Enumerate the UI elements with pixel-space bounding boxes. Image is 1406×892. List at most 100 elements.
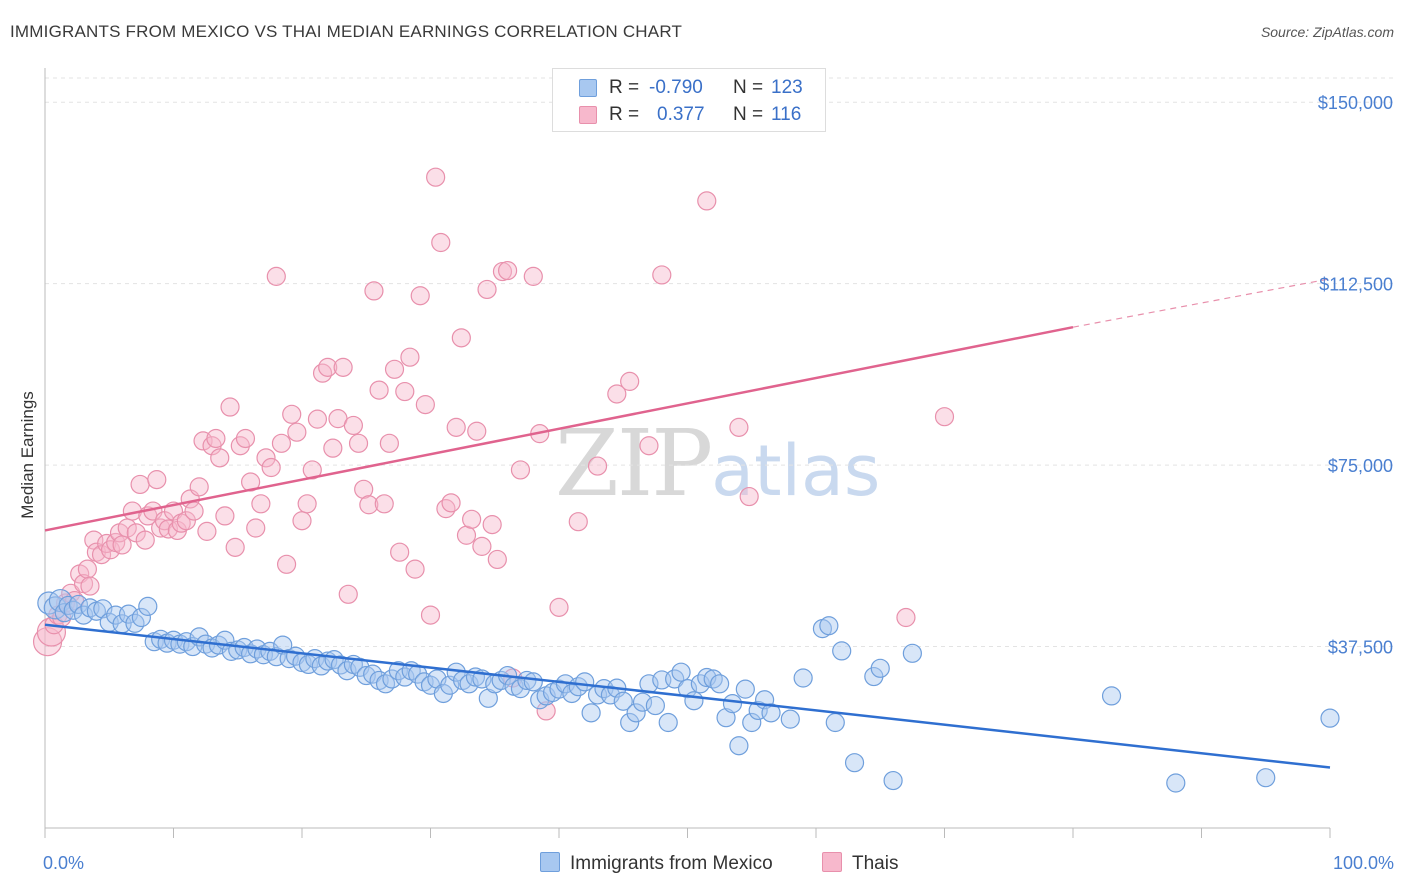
data-point <box>620 371 640 391</box>
data-point <box>536 701 556 721</box>
data-point <box>130 474 150 495</box>
data-point <box>318 357 338 377</box>
data-point <box>184 501 204 521</box>
data-point <box>735 679 755 699</box>
data-point <box>482 515 502 535</box>
chart-title: IMMIGRANTS FROM MEXICO VS THAI MEDIAN EA… <box>10 22 683 41</box>
legend-row-thais: R = 0.377 N = 116 <box>553 102 825 128</box>
source-label: Source: ZipAtlas.com <box>1260 24 1394 40</box>
legend-label-mexico: Immigrants from Mexico <box>570 853 773 874</box>
data-point <box>147 470 167 490</box>
correlation-legend: R = -0.790 N = 123 R = 0.377 N = 116 <box>552 68 826 132</box>
data-point <box>131 607 151 628</box>
data-point <box>206 428 226 449</box>
data-point <box>415 395 435 415</box>
data-point <box>410 286 430 306</box>
series-immigrants-from-mexico <box>37 588 1340 793</box>
data-point <box>379 433 399 453</box>
data-point <box>400 347 420 367</box>
data-point <box>716 708 736 728</box>
data-point <box>405 559 425 579</box>
data-point <box>1320 708 1340 728</box>
data-point <box>477 279 497 300</box>
data-point <box>138 596 158 616</box>
data-point <box>343 415 363 436</box>
data-point <box>354 479 374 499</box>
legend-row-mexico: R = -0.790 N = 123 <box>553 75 825 101</box>
data-point <box>225 537 245 557</box>
data-point <box>568 512 588 532</box>
data-point <box>297 494 317 514</box>
legend-n-value: 116 <box>771 104 802 125</box>
axes <box>44 68 1331 838</box>
y-tick-label: $150,000 <box>1318 93 1393 113</box>
data-point <box>902 643 922 663</box>
data-point <box>135 530 155 550</box>
data-point <box>934 407 955 427</box>
data-point <box>761 703 781 723</box>
data-point <box>658 712 678 733</box>
data-point <box>176 511 196 531</box>
data-point <box>390 542 410 562</box>
data-point <box>722 694 743 714</box>
data-point <box>436 499 456 519</box>
data-point <box>246 518 266 538</box>
data-point <box>91 545 112 565</box>
x-tick-label: 100.0% <box>1333 853 1394 873</box>
x-tick-label: 0.0% <box>43 853 84 873</box>
data-point <box>384 359 405 379</box>
data-point <box>870 658 890 678</box>
data-point <box>739 486 759 507</box>
data-point <box>77 559 98 579</box>
legend-r-label: R = <box>609 104 640 125</box>
data-point <box>825 712 845 733</box>
y-tick-label: $75,000 <box>1328 456 1393 476</box>
data-point <box>210 448 230 468</box>
data-point <box>364 281 384 301</box>
data-point <box>287 422 307 442</box>
data-point <box>671 662 691 682</box>
data-point <box>510 460 531 480</box>
data-point <box>426 167 446 187</box>
data-point <box>549 679 569 699</box>
data-point <box>684 691 704 711</box>
data-point <box>793 668 813 688</box>
data-point <box>456 525 477 545</box>
trend-line-mexico <box>44 623 1331 769</box>
data-point <box>896 607 916 628</box>
watermark: ZIPatlas <box>555 410 880 517</box>
data-point <box>338 584 358 604</box>
data-point <box>677 679 698 699</box>
data-point <box>215 506 235 526</box>
data-point <box>73 605 94 625</box>
data-point <box>68 594 89 615</box>
data-point <box>620 712 640 733</box>
data-point <box>324 650 344 670</box>
data-point <box>323 438 343 458</box>
data-point <box>498 260 518 281</box>
data-point <box>1166 773 1186 793</box>
data-point <box>446 417 466 437</box>
watermark-atlas: atlas <box>711 430 881 512</box>
data-point <box>302 460 322 480</box>
data-point <box>1256 768 1276 788</box>
data-point <box>282 404 302 424</box>
data-point <box>251 494 271 514</box>
data-point <box>441 493 461 513</box>
data-point <box>523 672 543 692</box>
trend-line-thais <box>44 325 1074 532</box>
data-point <box>626 703 646 723</box>
data-point <box>832 641 852 661</box>
data-point <box>451 328 471 348</box>
data-point <box>348 433 369 453</box>
data-point <box>467 421 487 441</box>
data-point <box>312 363 333 383</box>
data-point <box>742 712 762 733</box>
data-point <box>819 616 839 636</box>
legend-n-value: 123 <box>771 77 803 98</box>
data-point <box>844 753 865 773</box>
legend-swatch-thais <box>822 852 842 872</box>
data-point <box>359 495 379 515</box>
legend-n-label: N = <box>733 104 764 125</box>
